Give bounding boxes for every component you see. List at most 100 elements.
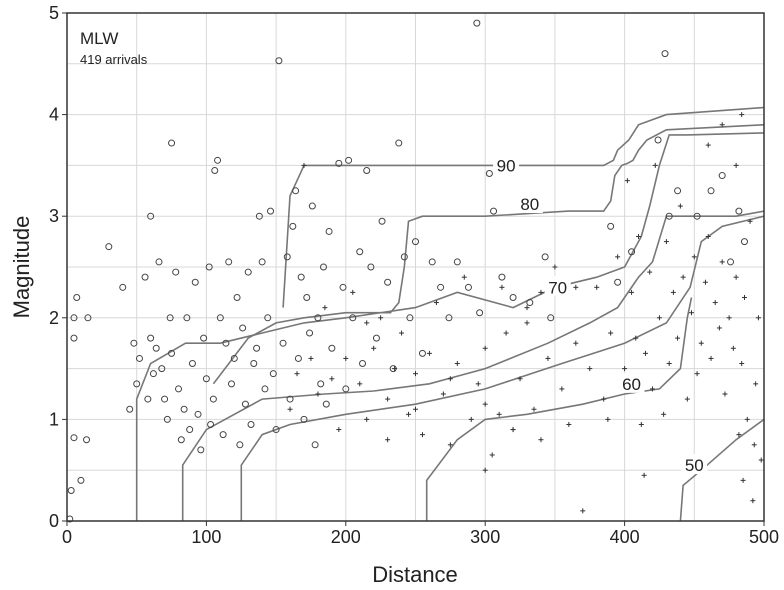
data-point-circle	[250, 360, 258, 368]
data-point-circle	[84, 314, 92, 322]
data-point-circle	[275, 57, 283, 65]
data-point-plus	[656, 315, 662, 321]
legend-subtitle: 419 arrivals	[80, 52, 148, 67]
data-point-circle	[314, 314, 322, 322]
data-point-circle	[135, 354, 143, 362]
data-point-circle	[283, 253, 291, 261]
data-point-circle	[264, 314, 272, 322]
data-point-circle	[202, 375, 210, 383]
data-point-circle	[300, 415, 308, 423]
data-point-plus	[751, 442, 757, 448]
data-point-circle	[335, 159, 343, 167]
data-point-circle	[241, 400, 249, 408]
data-point-plus	[322, 305, 328, 311]
data-point-circle	[490, 207, 498, 215]
data-point-circle	[144, 395, 152, 403]
data-point-circle	[297, 273, 305, 281]
data-point-plus	[750, 498, 756, 504]
data-point-circle	[294, 354, 302, 362]
data-point-circle	[400, 253, 408, 261]
data-point-circle	[161, 395, 169, 403]
data-point-plus	[315, 391, 321, 397]
data-point-plus	[622, 366, 628, 372]
data-point-circle	[372, 334, 380, 342]
data-point-plus	[308, 355, 314, 361]
data-point-circle	[70, 334, 78, 342]
data-point-circle	[70, 434, 78, 442]
data-point-circle	[200, 334, 208, 342]
y-tick-label: 0	[49, 511, 59, 531]
data-point-circle	[73, 293, 81, 301]
data-point-circle	[319, 263, 327, 271]
data-point-circle	[303, 293, 311, 301]
contour-label-bg	[681, 454, 708, 475]
data-point-plus	[499, 284, 505, 290]
data-point-plus	[357, 381, 363, 387]
y-axis-label: Magnitude	[9, 216, 34, 319]
data-point-circle	[476, 309, 484, 317]
data-point-plus	[364, 416, 370, 422]
data-point-plus	[661, 411, 667, 417]
y-tick-label: 5	[49, 3, 59, 23]
data-point-plus	[399, 330, 405, 336]
data-point-plus	[705, 142, 711, 148]
data-point-plus	[719, 122, 725, 128]
data-point-circle	[158, 365, 166, 373]
data-point-plus	[733, 274, 739, 280]
data-point-plus	[741, 294, 747, 300]
data-point-circle	[191, 278, 199, 286]
data-point-plus	[482, 467, 488, 473]
data-point-plus	[722, 391, 728, 397]
data-point-circle	[175, 385, 183, 393]
data-point-plus	[702, 279, 708, 285]
data-point-plus	[294, 371, 300, 377]
contour-line	[212, 124, 765, 385]
data-point-plus	[652, 162, 658, 168]
data-point-plus	[538, 437, 544, 443]
data-point-plus	[559, 386, 565, 392]
data-point-circle	[177, 436, 185, 444]
data-point-circle	[509, 293, 517, 301]
data-point-circle	[356, 248, 364, 256]
data-point-plus	[343, 355, 349, 361]
data-point-circle	[547, 314, 555, 322]
data-point-circle	[83, 436, 91, 444]
data-point-circle	[325, 227, 333, 235]
data-point-plus	[510, 427, 516, 433]
data-point-circle	[718, 172, 726, 180]
data-point-plus	[643, 350, 649, 356]
data-point-circle	[740, 238, 748, 246]
data-point-circle	[233, 293, 241, 301]
data-point-circle	[345, 156, 353, 164]
data-point-plus	[670, 289, 676, 295]
data-point-plus	[552, 264, 558, 270]
data-point-circle	[306, 329, 314, 337]
x-tick-label: 300	[470, 527, 500, 547]
data-point-plus	[689, 310, 695, 316]
data-point-plus	[524, 320, 530, 326]
data-point-circle	[172, 268, 180, 276]
data-point-plus	[385, 396, 391, 402]
data-point-circle	[166, 314, 174, 322]
data-point-plus	[392, 366, 398, 372]
data-point-circle	[328, 344, 336, 352]
data-point-circle	[339, 283, 347, 291]
data-point-circle	[149, 370, 157, 378]
data-point-circle	[349, 314, 357, 322]
data-point-plus	[705, 234, 711, 240]
data-point-plus	[580, 508, 586, 514]
data-point-circle	[186, 426, 194, 434]
contour-line	[135, 132, 765, 521]
data-point-circle	[236, 441, 244, 449]
data-point-plus	[433, 300, 439, 306]
data-point-plus	[758, 457, 764, 463]
data-point-plus	[413, 371, 418, 377]
data-point-circle	[428, 258, 436, 266]
data-point-circle	[665, 212, 673, 220]
data-point-circle	[255, 212, 263, 220]
x-tick-label: 200	[331, 527, 361, 547]
legend-title: MLW	[80, 29, 118, 48]
contour-label: 50	[685, 456, 704, 475]
data-point-circle	[216, 314, 224, 322]
